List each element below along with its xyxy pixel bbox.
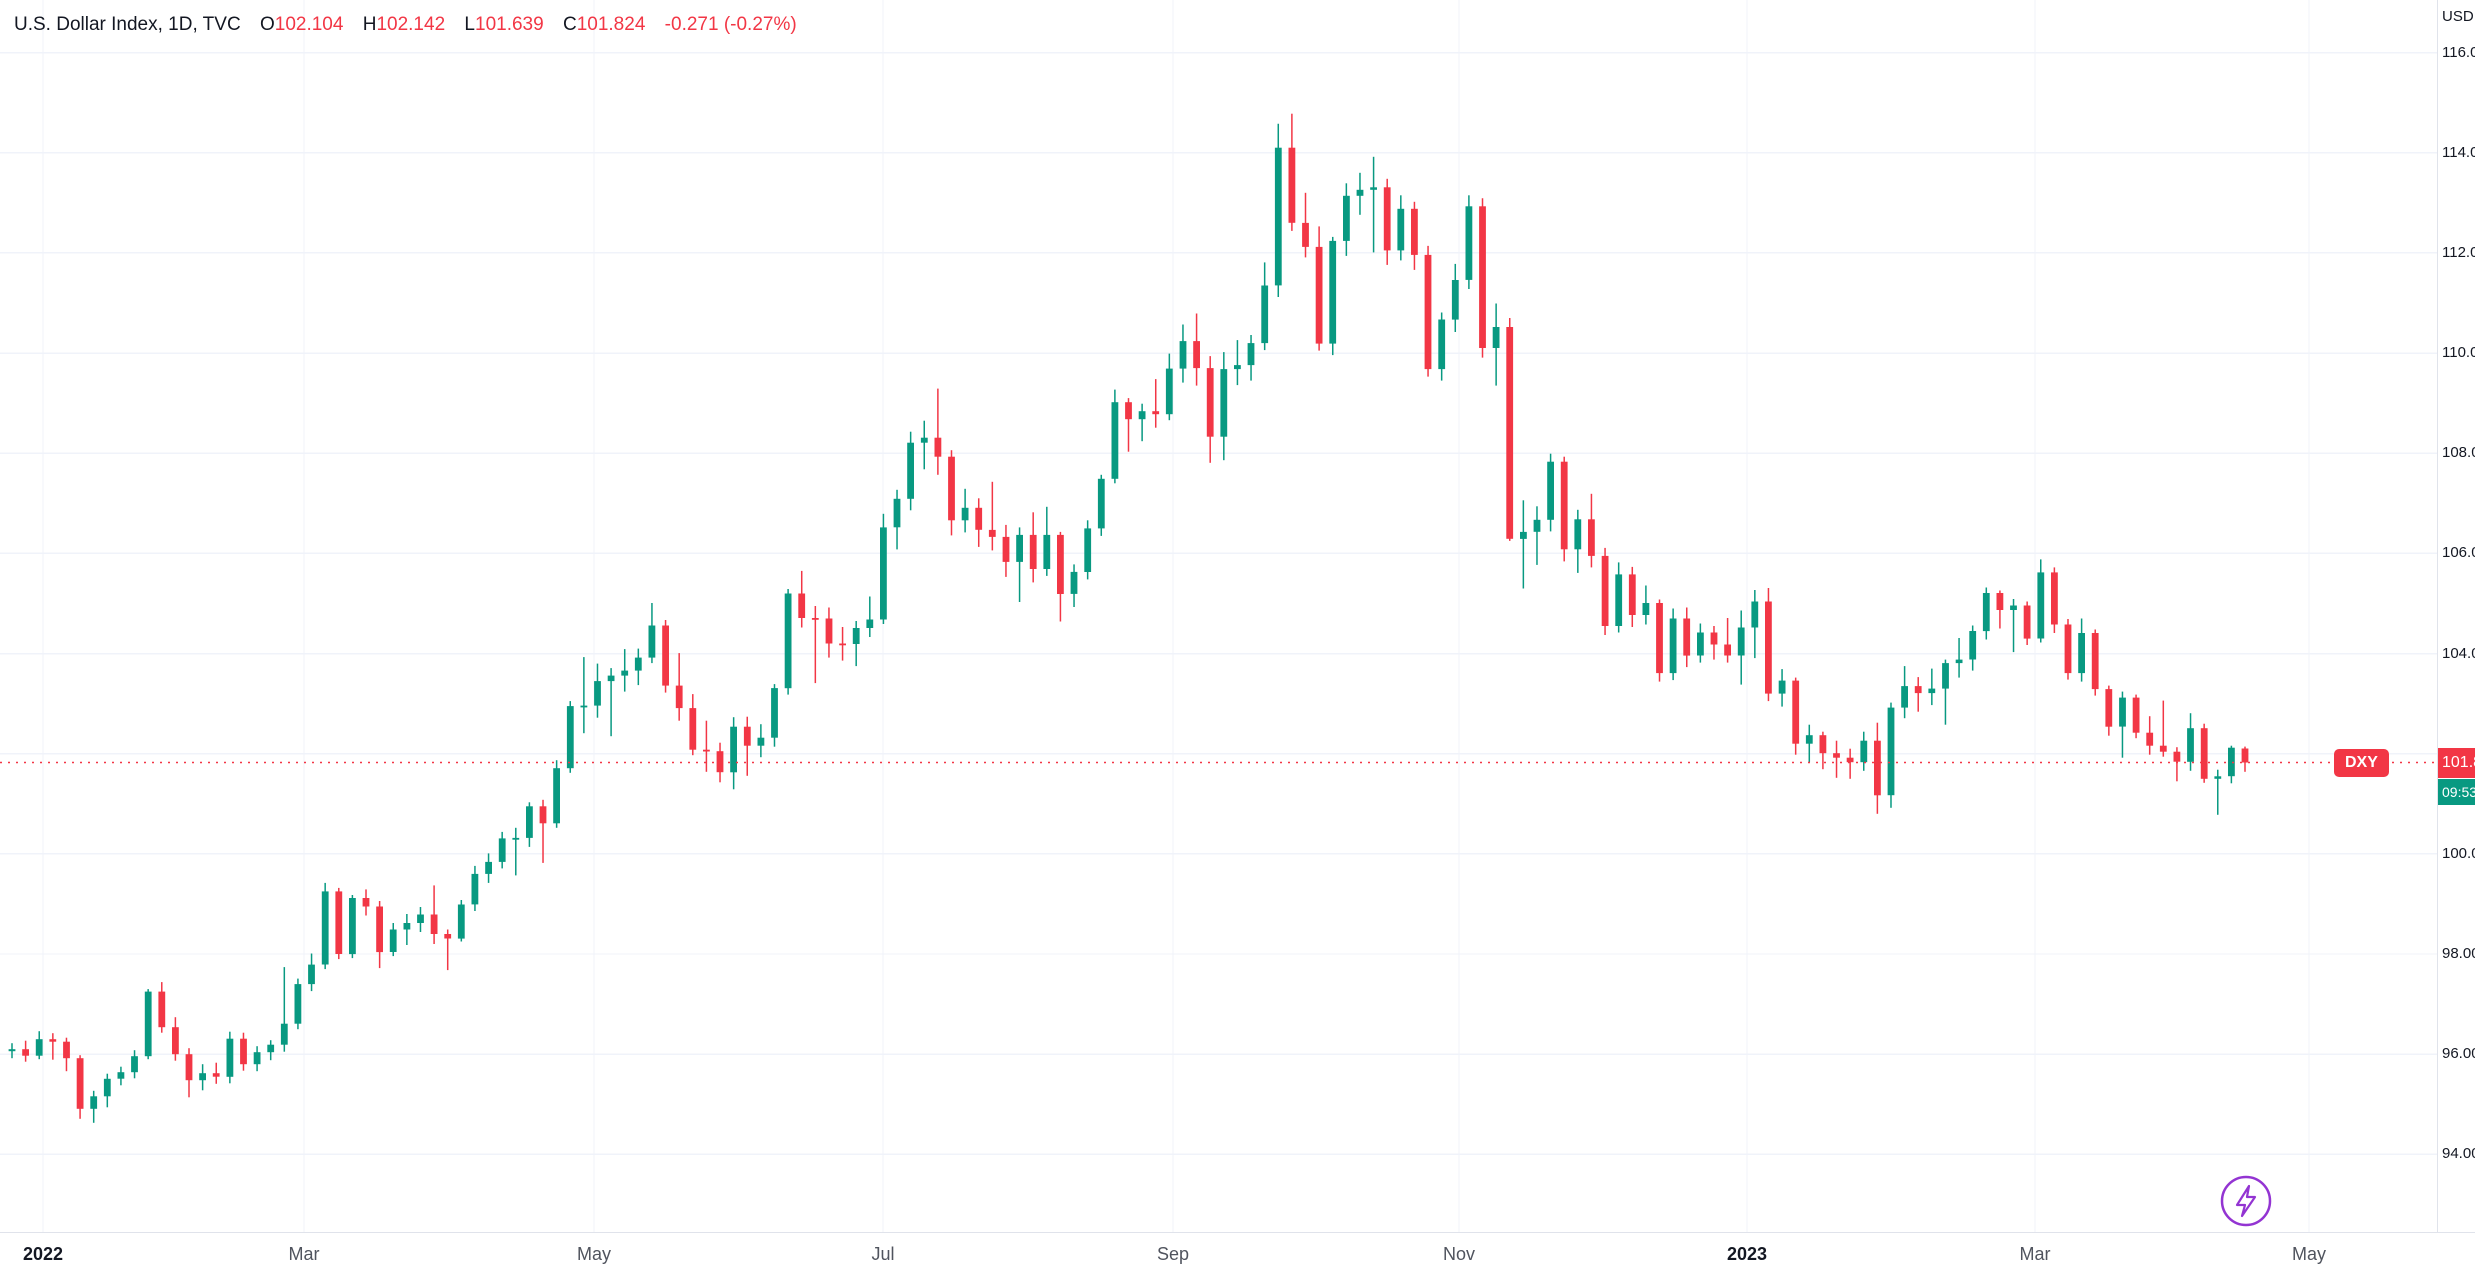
bar-countdown-label: 09:53 bbox=[2438, 778, 2475, 805]
change-value: -0.271 (-0.27%) bbox=[664, 14, 797, 35]
candle-series bbox=[8, 113, 2249, 1123]
price-tick-label: 114.00 bbox=[2442, 143, 2475, 161]
price-tick-label: 112.00 bbox=[2442, 243, 2475, 261]
time-tick-label: Mar bbox=[288, 1244, 320, 1264]
time-tick-label: Jul bbox=[871, 1244, 895, 1264]
time-tick-label: 2023 bbox=[1726, 1244, 1768, 1264]
price-tick-label: 94.00 bbox=[2442, 1145, 2475, 1163]
price-tick-label: 96.00 bbox=[2442, 1045, 2475, 1063]
time-tick-label: May bbox=[2291, 1244, 2327, 1264]
price-tick-label: 108.00 bbox=[2442, 444, 2475, 462]
price-tick-label: 100.00 bbox=[2442, 844, 2475, 862]
instant-trading-button[interactable] bbox=[2219, 1174, 2273, 1228]
symbol-title: U.S. Dollar Index, 1D, TVC bbox=[14, 14, 241, 35]
ohlc-close-value: 101.824 bbox=[576, 14, 646, 35]
ohlc-open-value: 102.104 bbox=[274, 14, 344, 35]
time-tick-label: Sep bbox=[1156, 1244, 1190, 1264]
time-tick-label: Mar bbox=[2019, 1244, 2051, 1264]
ohlc-low-key: L bbox=[464, 14, 475, 35]
ohlc-high-key: H bbox=[362, 14, 377, 35]
currency-unit-label: USD bbox=[2442, 8, 2474, 25]
ohlc-low-value: 101.639 bbox=[475, 14, 544, 35]
price-tick-label: 98.00 bbox=[2442, 945, 2475, 963]
time-tick-label: Nov bbox=[1442, 1244, 1476, 1264]
grid-lines bbox=[0, 0, 2437, 1232]
last-price-label: 101.82 bbox=[2438, 747, 2475, 778]
price-tick-label: 104.00 bbox=[2442, 644, 2475, 662]
candlestick-plot[interactable] bbox=[0, 0, 2437, 1232]
price-tick-label: 110.00 bbox=[2442, 344, 2475, 362]
chart-pane[interactable]: U.S. Dollar Index, 1D, TVC O102.104 H102… bbox=[0, 0, 2437, 1232]
time-axis[interactable]: 2022 Mar May Jul Sep Nov 2023 Mar May bbox=[0, 1232, 2475, 1280]
price-tick-label: 106.00 bbox=[2442, 544, 2475, 562]
symbol-price-flag: DXY bbox=[2334, 748, 2389, 777]
symbol-legend[interactable]: U.S. Dollar Index, 1D, TVC O102.104 H102… bbox=[14, 10, 797, 40]
lightning-icon bbox=[2220, 1175, 2272, 1227]
ohlc-high-value: 102.142 bbox=[376, 14, 446, 35]
time-tick-label: 2022 bbox=[22, 1244, 64, 1264]
ohlc-open-key: O bbox=[259, 14, 275, 35]
price-axis[interactable]: USD 101.82 09:53 116.00 114.00 112.00 110.0… bbox=[2437, 0, 2475, 1232]
price-tick-label: 116.00 bbox=[2442, 43, 2475, 61]
time-tick-label: May bbox=[576, 1244, 612, 1264]
ohlc-close-key: C bbox=[562, 14, 577, 35]
